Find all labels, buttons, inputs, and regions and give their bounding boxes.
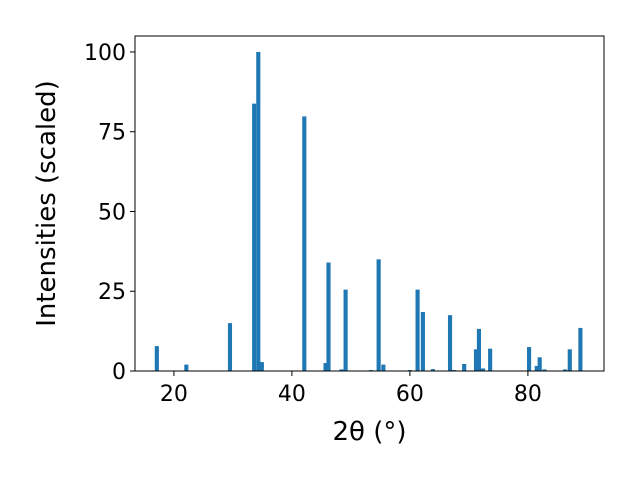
bar <box>542 369 547 371</box>
y-tick-label: 25 <box>98 280 126 305</box>
bar <box>415 289 420 371</box>
plot-frame <box>134 35 605 372</box>
bar <box>447 315 453 371</box>
bar <box>302 116 307 372</box>
bar <box>562 369 568 371</box>
bar <box>256 51 261 371</box>
x-tick-label: 80 <box>514 382 542 407</box>
bar <box>578 327 583 371</box>
y-tick-label: 75 <box>98 121 126 146</box>
bar <box>323 363 328 371</box>
bar <box>480 368 486 371</box>
bar <box>343 289 348 371</box>
x-axis-ticks: 20 40 60 80 <box>160 371 542 407</box>
bar <box>326 262 331 371</box>
y-axis-label: Intensities (scaled) <box>32 80 62 327</box>
bar <box>476 328 481 371</box>
bars-group <box>154 51 583 372</box>
bar <box>227 323 233 371</box>
bar <box>534 365 539 371</box>
bar <box>259 362 264 371</box>
x-tick-label: 20 <box>160 382 188 407</box>
bar <box>488 348 493 371</box>
bar <box>430 369 435 371</box>
x-tick-label: 40 <box>278 382 306 407</box>
x-axis-label: 2θ (°) <box>332 417 406 447</box>
bar <box>537 357 542 371</box>
bar <box>567 349 572 371</box>
y-axis-ticks: 0 25 50 75 100 <box>84 41 135 385</box>
bar <box>154 346 159 371</box>
bar <box>473 349 479 371</box>
y-tick-label: 100 <box>84 41 126 66</box>
bar <box>376 259 381 371</box>
y-tick-label: 50 <box>98 200 126 225</box>
bar <box>252 103 257 371</box>
y-tick-label: 0 <box>112 360 126 385</box>
bar <box>381 364 386 371</box>
bar <box>420 311 425 371</box>
bar <box>527 347 532 371</box>
x-tick-label: 60 <box>396 382 424 407</box>
bar <box>184 364 189 371</box>
bar <box>462 363 467 371</box>
bar <box>339 369 344 371</box>
